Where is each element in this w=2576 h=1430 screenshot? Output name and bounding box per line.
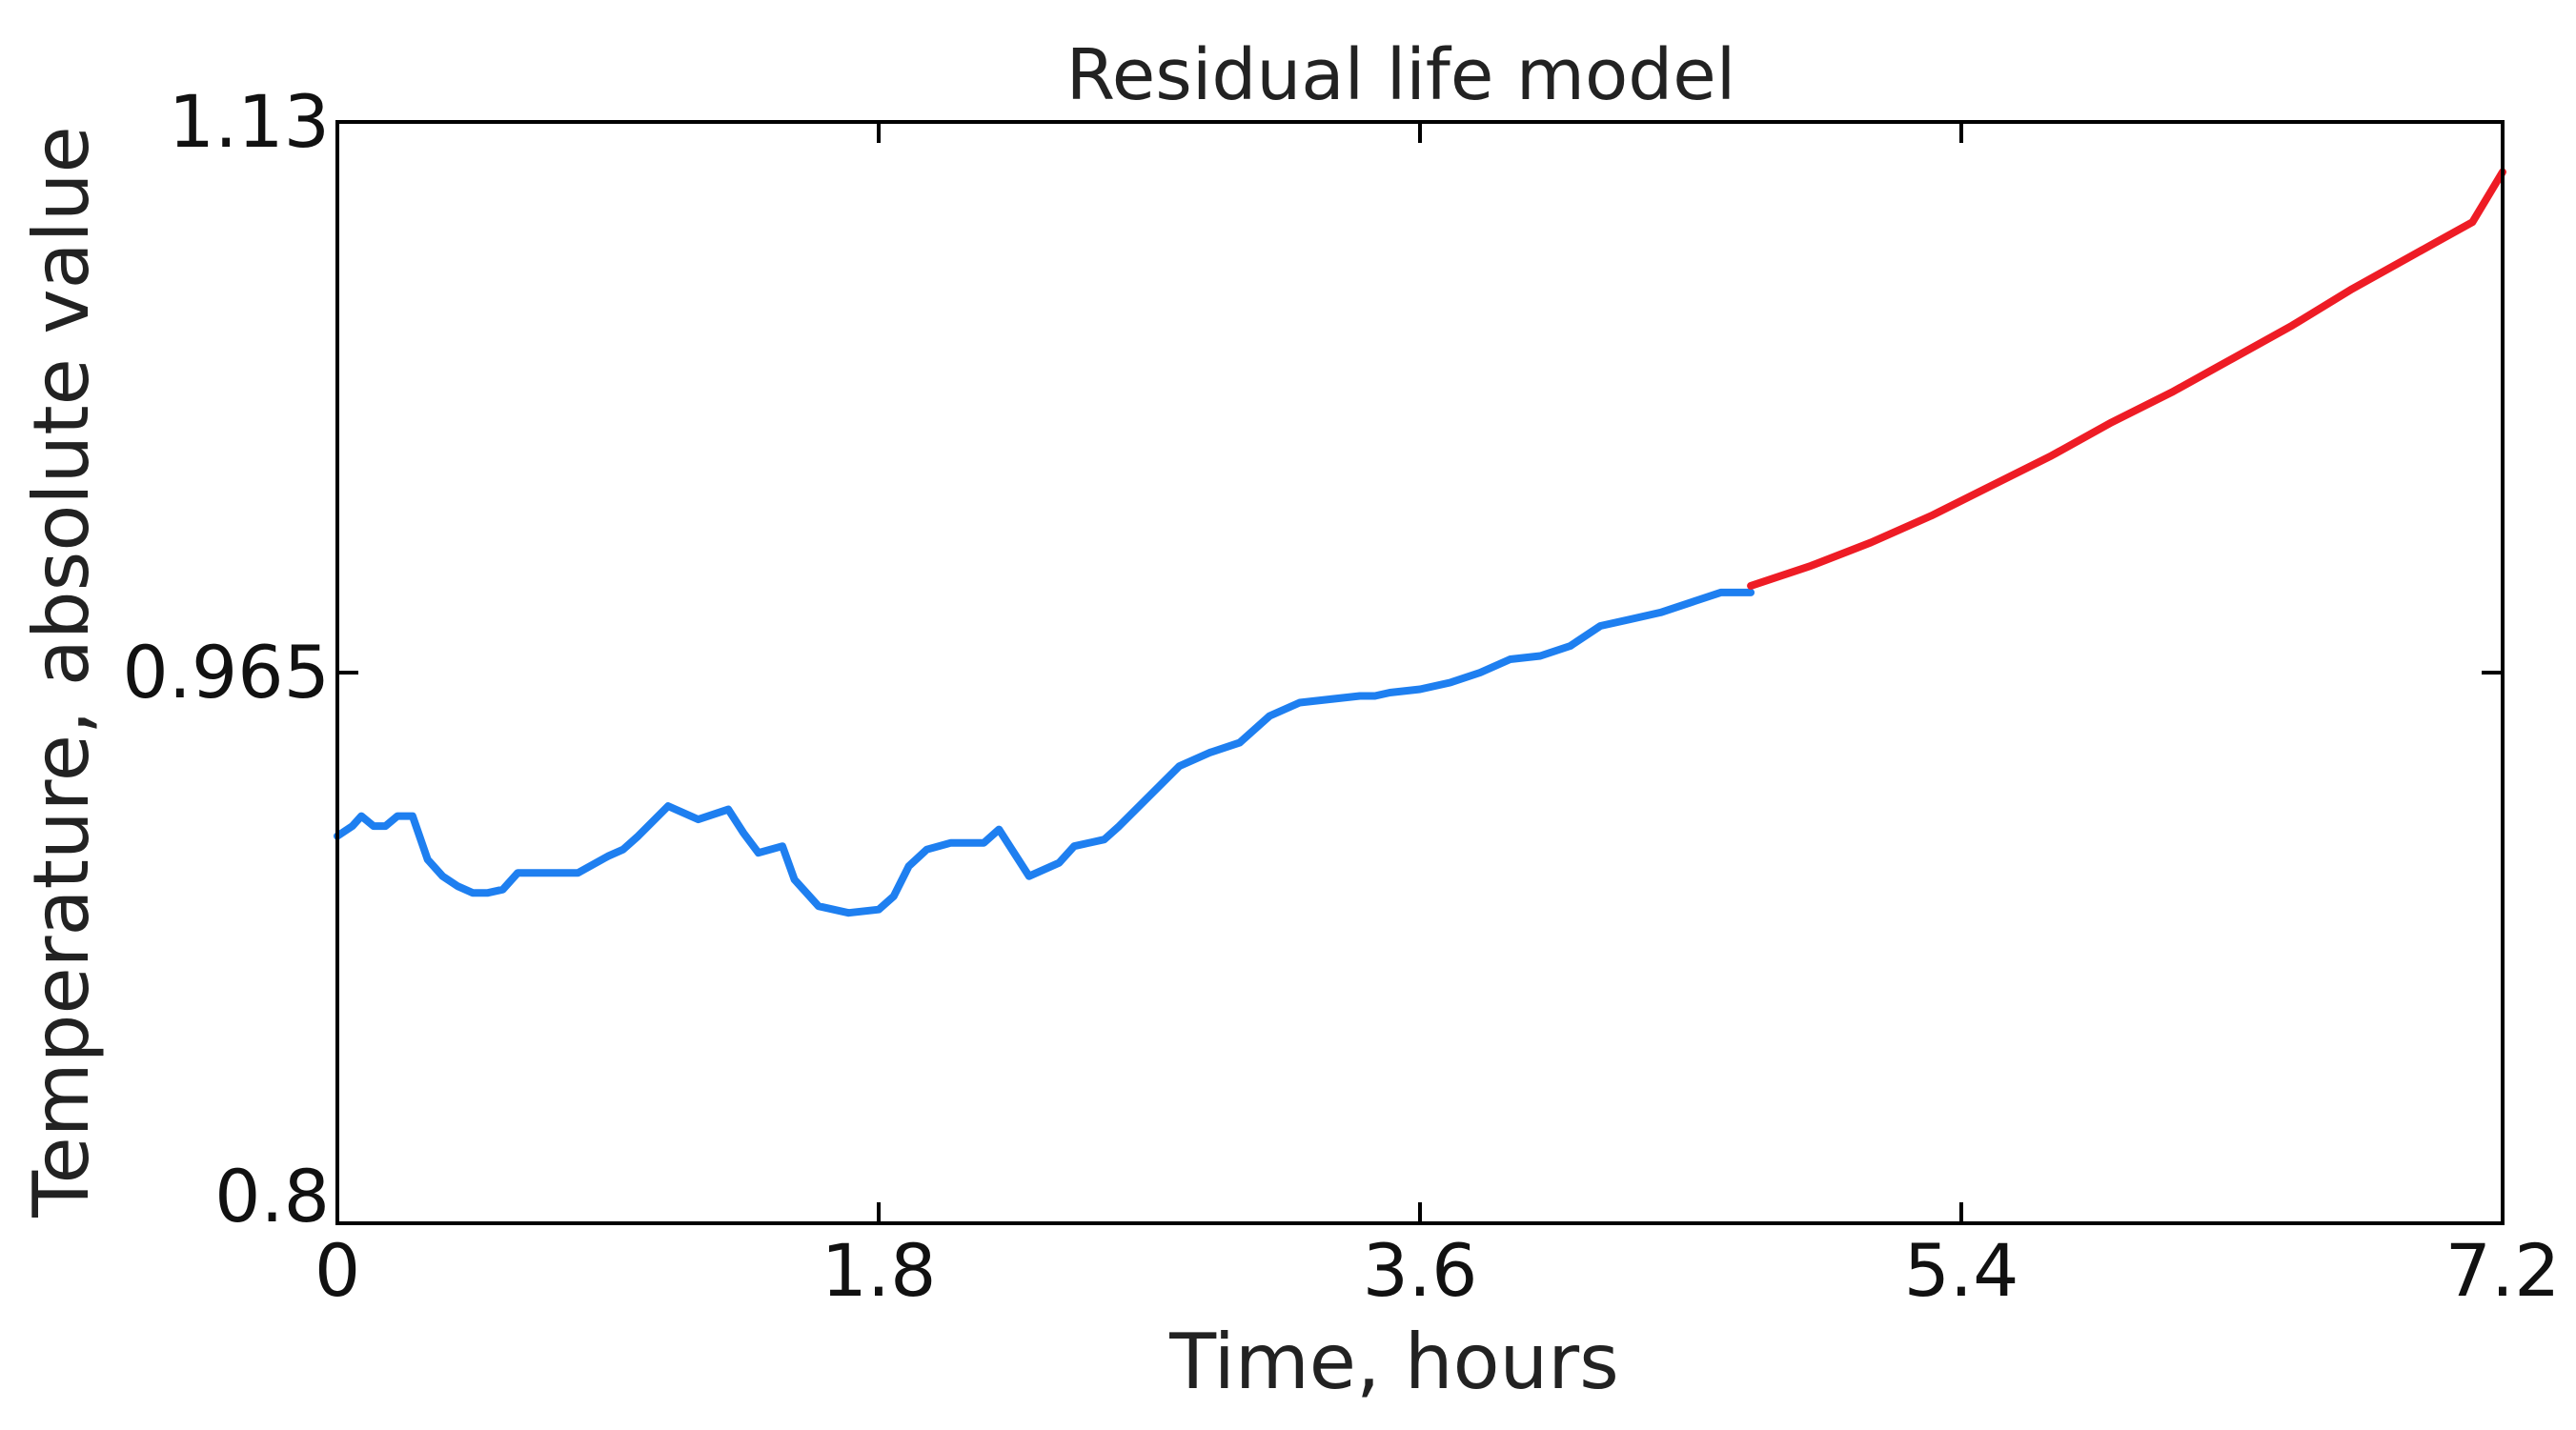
tick-labels-layer: 0 1.8 3.6 5.4 7.2 0.8 0.965 1.13 [122, 79, 2560, 1313]
series-line-2 [1747, 168, 2506, 590]
x-tick-label: 5.4 [1904, 1228, 2019, 1313]
x-axis-label: Time, hours [1168, 1318, 1619, 1406]
y-tick-label: 0.8 [214, 1154, 330, 1239]
chart-title: Residual life model [1066, 34, 1736, 116]
series-layer [334, 168, 2506, 917]
ticks-layer [335, 120, 2505, 1225]
y-axis-label: Temperature, absolute value [17, 126, 106, 1219]
x-tick-label: 0 [314, 1228, 360, 1313]
plot-frame [335, 120, 2505, 1225]
series-line-1 [334, 588, 1755, 917]
x-tick-label: 1.8 [821, 1228, 937, 1313]
y-tick-label: 0.965 [122, 630, 330, 715]
y-tick-label: 1.13 [169, 79, 330, 164]
x-tick-label: 3.6 [1363, 1228, 1478, 1313]
x-tick-label: 7.2 [2445, 1228, 2561, 1313]
